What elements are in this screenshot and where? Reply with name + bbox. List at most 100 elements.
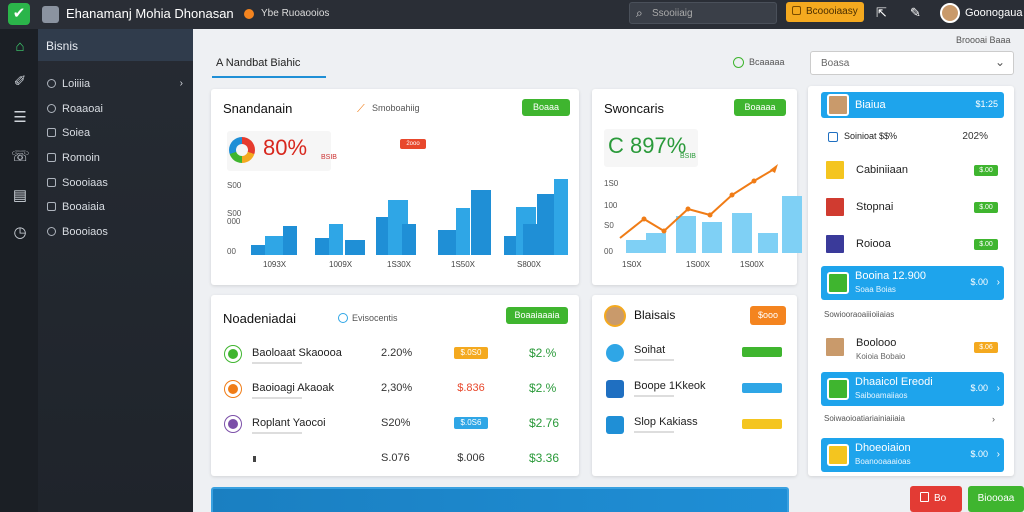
item-value: $1:25: [975, 99, 998, 109]
y-tick-label: 00: [227, 247, 236, 256]
list-icon[interactable]: ☰: [13, 109, 27, 126]
card-action-button[interactable]: Boaaa: [522, 99, 570, 116]
home-icon[interactable]: ⌂: [15, 38, 25, 55]
share-icon[interactable]: ⇱: [876, 5, 887, 20]
sidebar-item-6[interactable]: Boooiaos: [47, 222, 187, 242]
table-row[interactable]: Baoloaat Skaoooa 2.20% $.0S0 $2.%: [211, 345, 579, 373]
top-right-link[interactable]: Broooai Baaa: [956, 35, 1011, 45]
card-action-button[interactable]: Boaaiaaaia: [506, 307, 568, 324]
sidebar: ⌂ ✐ ☰ ☏ ▤ ◷ Bisnis Loiiiia › Roaaoai Soie…: [0, 29, 193, 512]
tab-main-label: A Nandbat Biahic: [216, 57, 301, 69]
filter-dropdown[interactable]: Boasa ⌄: [810, 51, 1014, 75]
item-avatar: [824, 336, 846, 358]
tag-icon: [828, 132, 838, 142]
search-placeholder: Ssooiiaig: [652, 8, 693, 19]
trend-point: [661, 228, 667, 234]
list-item[interactable]: Soihat: [592, 342, 797, 370]
row-sub: [252, 362, 302, 364]
chart-bar: [456, 207, 470, 255]
chat-icon[interactable]: ✎: [910, 5, 921, 20]
sidebar-item-4[interactable]: Soooiaas: [47, 173, 187, 193]
chart-bar: [504, 236, 518, 255]
row-value: $2.%: [529, 346, 557, 360]
trend-point: [685, 206, 691, 212]
x-tick-label: 1S30X: [387, 260, 412, 269]
list-item-pill: [742, 383, 782, 393]
item-avatar: [824, 196, 846, 218]
document-icon[interactable]: [42, 6, 59, 23]
chart-bar: [523, 223, 537, 255]
item-value-pill: $.06: [974, 341, 998, 353]
right-panel-item[interactable]: Cabiniiaan $.00: [812, 156, 1002, 184]
check-square-icon: [47, 202, 56, 211]
check-circle-icon: [606, 344, 624, 362]
table-row[interactable]: Baoioagi Akaoak 2,30% $.836 $2.%: [211, 380, 579, 408]
card-title: Blaisais: [634, 308, 676, 322]
stat-sub: BSIB: [321, 154, 337, 161]
item-name: Stopnai: [856, 200, 894, 213]
right-panel-item[interactable]: Dhoeoiaion Boanooaaaioas $.00 ›: [821, 438, 1004, 472]
user-name[interactable]: Goonogaua: [965, 7, 1023, 19]
chevron-right-icon: ›: [179, 78, 183, 89]
x-tick-label: 1S50X: [451, 260, 476, 269]
tab-label[interactable]: Ybe Ruoaooios: [261, 8, 330, 19]
chart-bar: [702, 222, 722, 253]
right-panel-item[interactable]: Roiooa $.00: [812, 230, 1002, 258]
list-item-pill: [742, 419, 782, 429]
clock-icon[interactable]: ◷: [13, 224, 27, 241]
pen-icon[interactable]: ✐: [13, 73, 27, 90]
item-avatar: [824, 233, 846, 255]
table-row[interactable]: S.076 $.006 $3.36: [211, 450, 579, 478]
upgrade-button[interactable]: Bcoooiaasy: [786, 2, 864, 22]
sidebar-item-1[interactable]: Roaaoai: [47, 99, 187, 119]
sidebar-item-0[interactable]: Loiiiia ›: [47, 74, 187, 94]
stat-box: 80% BSIB: [227, 131, 337, 171]
list-item-pill: [742, 347, 782, 357]
upgrade-icon: [792, 6, 801, 15]
chart-bar: [758, 233, 778, 253]
header-action[interactable]: Bcaaaaa: [733, 57, 803, 73]
row-pct: 2,30%: [381, 382, 413, 394]
search-icon: ⌕: [636, 6, 643, 20]
sidebar-item-label: Loiiiia: [62, 78, 91, 90]
chat-bubble-icon[interactable]: ☏: [11, 148, 30, 165]
row-sub: [252, 432, 302, 434]
row-value: $2.%: [529, 381, 557, 395]
sidebar-item-2[interactable]: Soiea: [47, 123, 187, 143]
right-panel-item[interactable]: Booina 12.900 Soaa Boias $.00 ›: [821, 266, 1004, 300]
sidebar-item-label: Soooiaas: [62, 177, 108, 189]
list-item[interactable]: Slop Kakiass: [592, 414, 797, 442]
list-item[interactable]: Boope 1Kkeok: [592, 378, 797, 406]
stat-box: C 897% BSIB: [604, 129, 698, 167]
cancel-button[interactable]: Bo: [910, 486, 962, 512]
card-action-button[interactable]: Boaaaa: [734, 99, 786, 116]
chart-bar: [676, 215, 696, 253]
list-item-name: Slop Kakiass: [634, 416, 698, 428]
trend-line: [619, 167, 777, 239]
card-action-button[interactable]: $ooo: [750, 306, 786, 325]
right-panel-item[interactable]: Biaiua $1:25: [821, 92, 1004, 118]
row-pill: $.836: [454, 382, 488, 394]
window-icon[interactable]: ▤: [12, 187, 28, 204]
user-avatar[interactable]: [940, 3, 960, 23]
chart-area-1: S00 S00 000 00 1093X 1009X 1S30X 1S50X S800X: [211, 89, 579, 285]
right-panel-item[interactable]: Stopnai $.00: [812, 193, 1002, 221]
confirm-button[interactable]: Bioooaa: [968, 486, 1024, 512]
table-row[interactable]: Roplant Yaocoi S20% $.0S6 $2.76: [211, 415, 579, 443]
list-item-name: Boope 1Kkeok: [634, 380, 706, 392]
right-panel-item[interactable]: Dhaaicol Ereodi Saiboamaiiaos $.00 ›: [821, 372, 1004, 406]
x-tick-label: 1009X: [329, 260, 353, 269]
item-name: Roiooa: [856, 237, 891, 250]
list-item-sub: [634, 395, 674, 397]
right-panel-item[interactable]: Soinioat $$% 202%: [812, 128, 1002, 146]
tab-main[interactable]: A Nandbat Biahic: [212, 54, 326, 78]
list-card: Blaisais $ooo Soihat Boope 1Kkeok Slop Kak…: [592, 295, 797, 476]
sidebar-item-5[interactable]: Booaiaia: [47, 197, 187, 217]
chart-area-2: 1S0 100 S0 00 1S0X 1S00X 1S00X: [592, 89, 802, 285]
item-name: Cabiniiaan: [856, 163, 908, 176]
search-box[interactable]: ⌕ Ssooiiaig: [629, 2, 777, 24]
right-panel-item[interactable]: Boolooo Koioia Bobaio $.06: [812, 333, 1002, 361]
flag-badge: 2ooo: [400, 139, 426, 149]
sidebar-item-3[interactable]: Romoin: [47, 148, 187, 168]
chart-bar: [782, 195, 802, 253]
